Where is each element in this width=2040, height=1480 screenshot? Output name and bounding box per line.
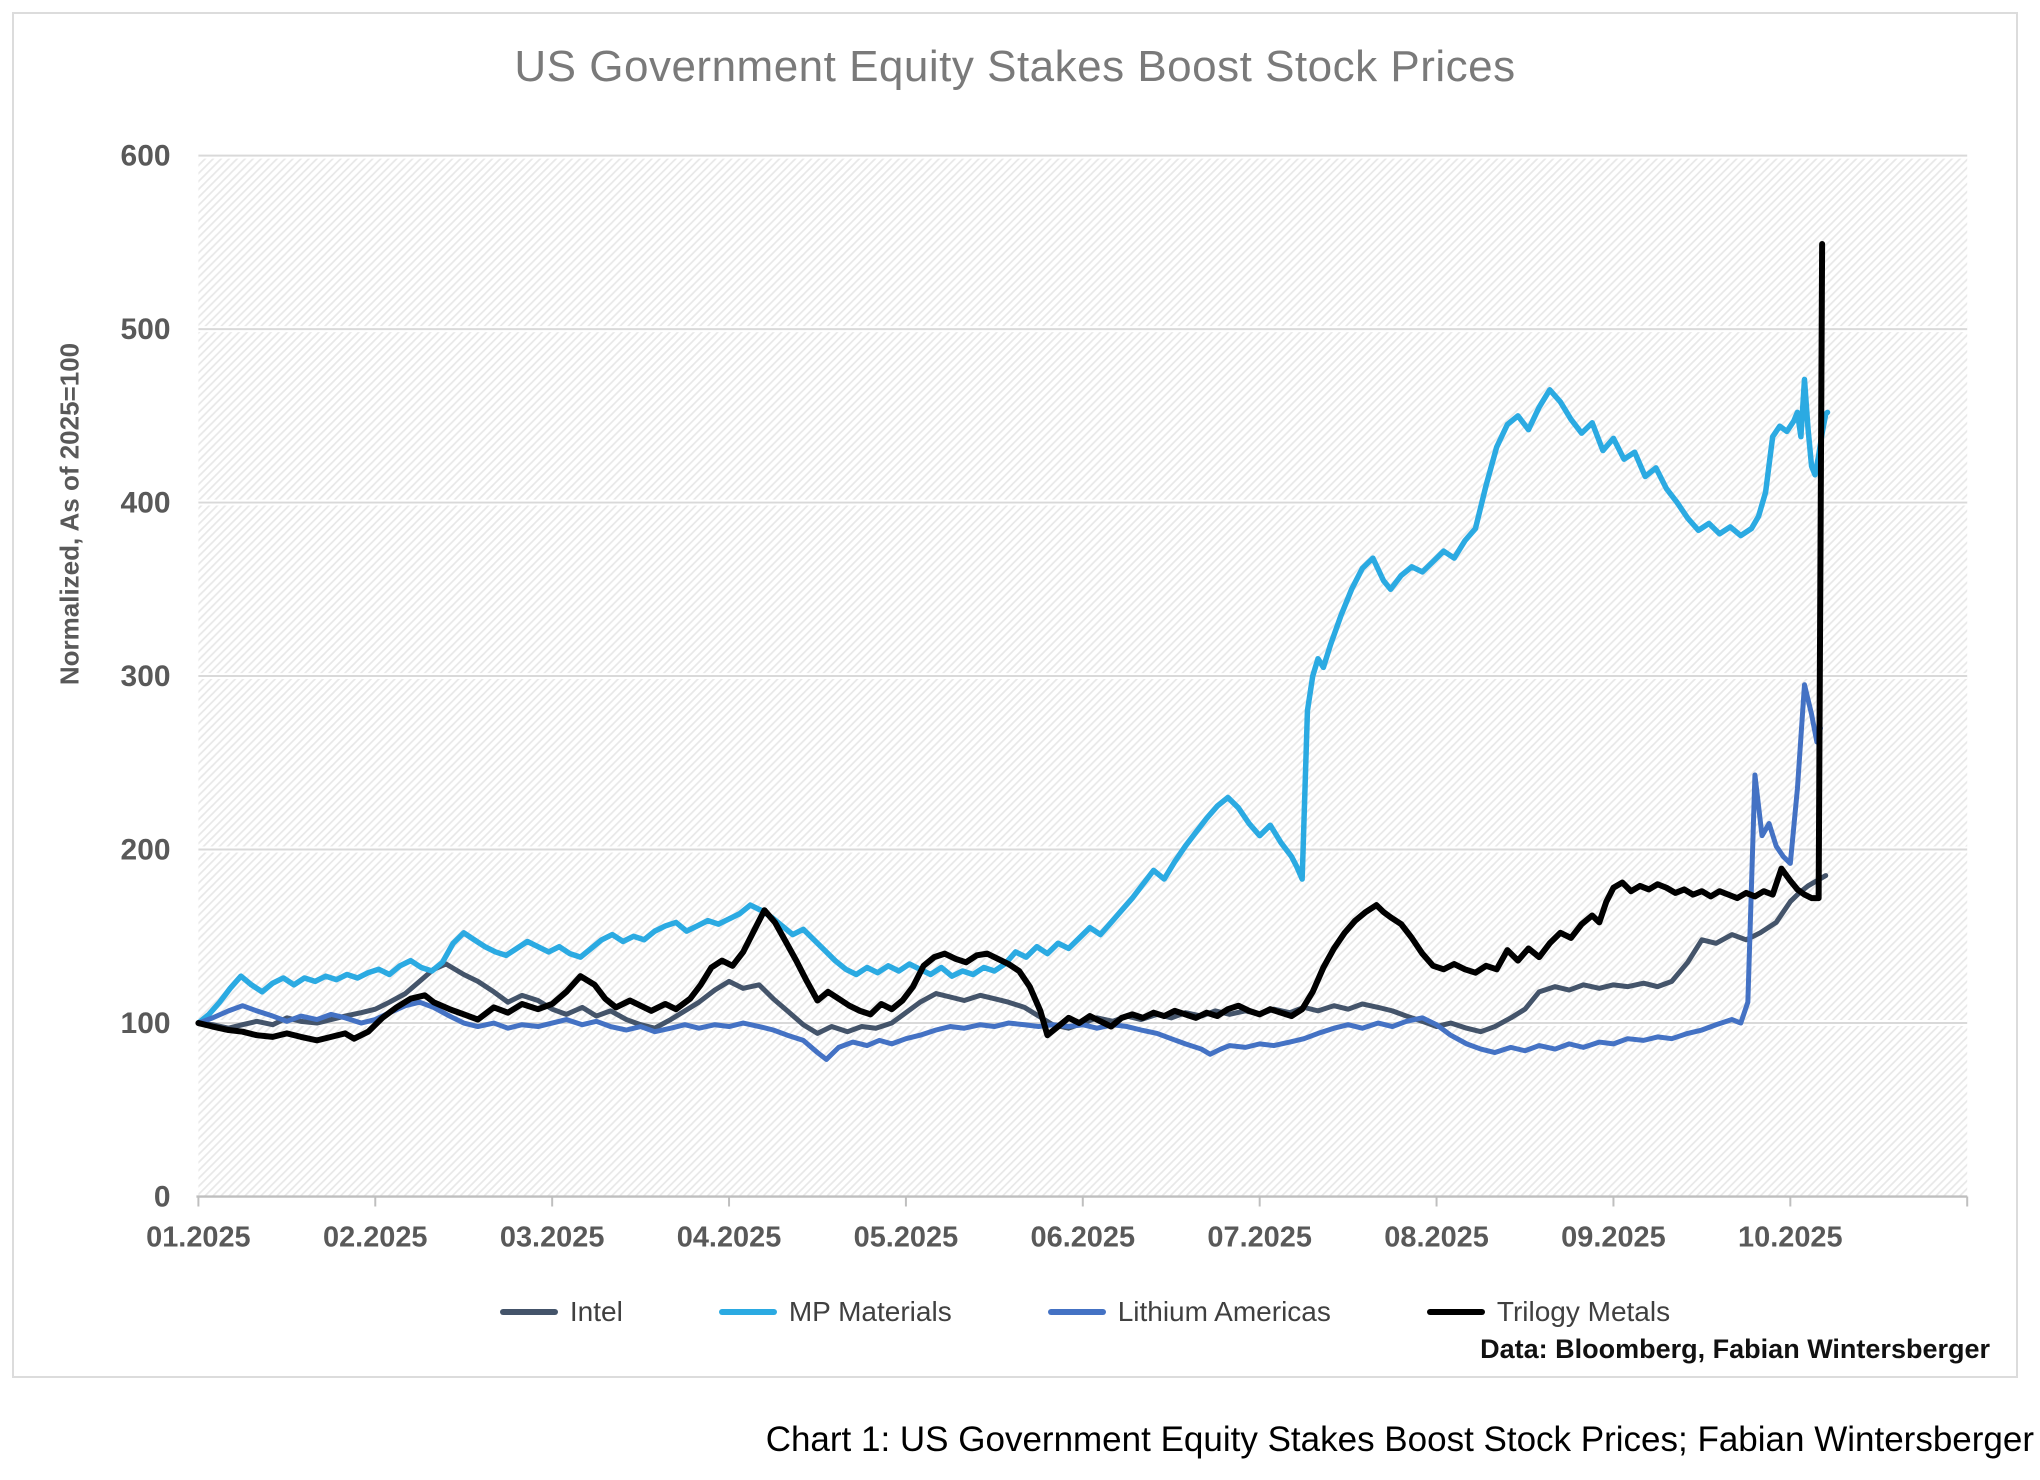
x-tick-label: 06.2025 — [1031, 1221, 1136, 1253]
series-line-trilogy-metals — [195, 241, 1826, 1044]
y-tick-label: 500 — [121, 313, 171, 346]
legend-swatch-mp-materials — [718, 1309, 777, 1315]
y-tick-label: 400 — [121, 487, 171, 520]
series-line-mp-materials — [195, 376, 1831, 1026]
legend-swatch-trilogy-metals — [1426, 1309, 1485, 1315]
series-line-intel — [195, 873, 1829, 1036]
data-source-note: Data: Bloomberg, Fabian Wintersberger — [1480, 1334, 1990, 1364]
x-tick-label: 01.2025 — [146, 1221, 251, 1253]
y-tick-label: 300 — [121, 660, 171, 693]
y-tick-label: 100 — [121, 1007, 171, 1040]
chart-title: US Government Equity Stakes Boost Stock … — [514, 42, 1516, 91]
legend-label-mp-materials: MP Materials — [788, 1296, 952, 1327]
legend-swatch-intel — [499, 1309, 558, 1315]
y-tick-label: 600 — [121, 140, 171, 173]
x-tick-label: 05.2025 — [854, 1221, 959, 1253]
legend-item-mp-materials: MP Materials — [718, 1296, 952, 1328]
x-tick-label: 02.2025 — [323, 1221, 428, 1253]
legend-swatch-lithium-americas — [1047, 1309, 1106, 1315]
legend-item-intel: Intel — [499, 1296, 623, 1328]
legend-item-lithium-americas: Lithium Americas — [1047, 1296, 1331, 1328]
x-tick-label: 10.2025 — [1738, 1221, 1843, 1253]
x-tick-label: 08.2025 — [1384, 1221, 1489, 1253]
figure-caption: Chart 1: US Government Equity Stakes Boo… — [765, 1420, 2034, 1459]
x-tick-label: 07.2025 — [1207, 1221, 1312, 1253]
x-tick-label: 09.2025 — [1561, 1221, 1666, 1253]
legend-label-lithium-americas: Lithium Americas — [1117, 1296, 1331, 1327]
legend-label-intel: Intel — [569, 1296, 623, 1327]
y-tick-label: 200 — [121, 834, 171, 867]
x-tick-label: 04.2025 — [677, 1221, 782, 1253]
legend-item-trilogy-metals: Trilogy Metals — [1426, 1296, 1671, 1328]
legend-label-trilogy-metals: Trilogy Metals — [1496, 1296, 1671, 1327]
x-tick-label: 03.2025 — [500, 1221, 605, 1253]
y-tick-label: 0 — [154, 1180, 171, 1213]
chart-legend: Intel MP Materials Lithium Americas Trilogy… — [198, 1296, 1972, 1328]
chart-frame: US Government Equity Stakes Boost Stock … — [12, 12, 2018, 1378]
line-chart-plot: 0 100 200 300 400 500 600 01.2025 02.2025 03.2025… — [121, 140, 1969, 1253]
